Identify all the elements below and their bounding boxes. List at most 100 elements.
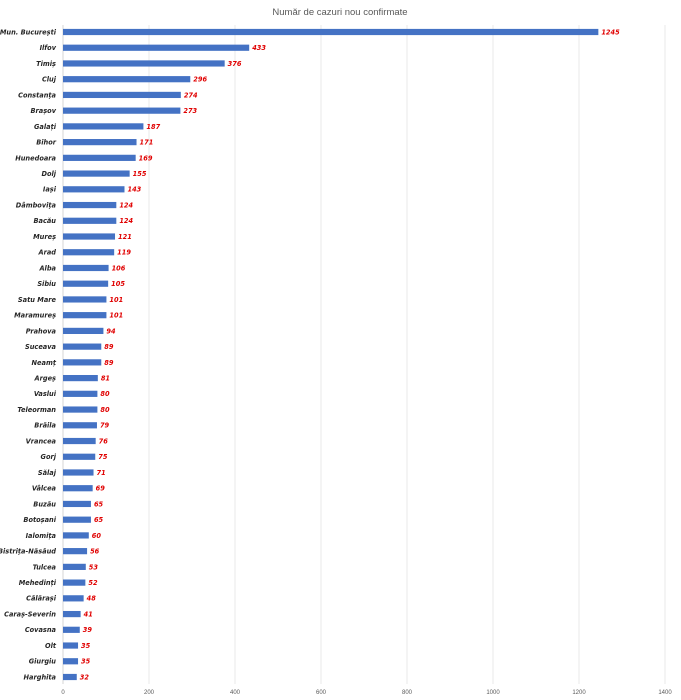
bar bbox=[63, 107, 181, 114]
bar bbox=[63, 44, 250, 51]
x-tick-label: 1200 bbox=[572, 690, 586, 696]
data-label: 56 bbox=[90, 548, 100, 556]
bar bbox=[63, 91, 181, 99]
x-tick-label: 200 bbox=[144, 690, 155, 696]
category-label: Mureș bbox=[33, 233, 56, 241]
data-label: 171 bbox=[140, 139, 154, 147]
data-label: 273 bbox=[183, 107, 197, 115]
bar bbox=[63, 280, 109, 287]
data-label: 60 bbox=[92, 532, 102, 540]
bar bbox=[63, 327, 104, 335]
category-label: Galați bbox=[34, 123, 57, 132]
data-label: 124 bbox=[119, 217, 133, 225]
category-label: Ilfov bbox=[40, 44, 57, 52]
bar bbox=[63, 123, 144, 130]
category-label: Bacău bbox=[33, 217, 56, 225]
bar bbox=[63, 217, 117, 224]
x-tick-label: 600 bbox=[316, 690, 327, 696]
bar bbox=[63, 186, 125, 193]
category-label: Prahova bbox=[26, 327, 57, 335]
data-label: 35 bbox=[81, 642, 91, 650]
category-labels: Mun. București Ilfov Timiș Cluj Constanța Bra… bbox=[0, 28, 57, 681]
x-tick-label: 800 bbox=[402, 690, 413, 696]
category-label: Botoșani bbox=[23, 516, 56, 524]
category-label: Hunedoara bbox=[15, 154, 56, 162]
data-label: 81 bbox=[101, 374, 110, 382]
data-label: 52 bbox=[88, 579, 98, 587]
data-label: 187 bbox=[146, 123, 160, 131]
data-label: 1245 bbox=[601, 28, 620, 36]
category-label: Arad bbox=[37, 249, 56, 257]
bar bbox=[63, 296, 107, 303]
bar bbox=[63, 312, 107, 319]
bar bbox=[63, 453, 96, 460]
category-label: Suceava bbox=[25, 343, 57, 351]
data-label: 101 bbox=[109, 312, 123, 320]
bar bbox=[63, 249, 115, 256]
category-label: Gorj bbox=[41, 453, 57, 461]
category-label: Brăila bbox=[34, 422, 56, 430]
category-label: Neamț bbox=[32, 359, 57, 368]
data-label: 101 bbox=[109, 296, 123, 304]
category-label: Sibiu bbox=[37, 280, 56, 288]
category-label: Iași bbox=[43, 186, 57, 194]
data-label: 75 bbox=[98, 453, 108, 461]
category-label: Giurgiu bbox=[29, 658, 57, 666]
data-label: 124 bbox=[119, 201, 133, 209]
data-label: 65 bbox=[94, 516, 104, 524]
data-label: 106 bbox=[112, 264, 126, 272]
data-label: 94 bbox=[106, 327, 116, 335]
data-label: 35 bbox=[81, 658, 91, 666]
bar bbox=[63, 170, 130, 177]
data-label: 155 bbox=[133, 170, 147, 178]
category-label: Dolj bbox=[41, 170, 56, 178]
bar bbox=[63, 139, 137, 146]
bar bbox=[63, 422, 97, 429]
category-label: Buzău bbox=[33, 500, 56, 508]
bar bbox=[63, 469, 94, 476]
category-label: Covasna bbox=[25, 626, 57, 634]
bar bbox=[63, 60, 225, 67]
category-label: Sălaj bbox=[38, 469, 57, 477]
bar bbox=[63, 76, 191, 83]
data-label: 169 bbox=[139, 154, 153, 162]
data-label: 53 bbox=[89, 563, 99, 571]
category-label: Călărași bbox=[26, 595, 57, 603]
category-label: Argeș bbox=[34, 374, 57, 382]
category-label: Bihor bbox=[36, 139, 57, 147]
bar bbox=[63, 343, 102, 350]
bar bbox=[63, 532, 89, 539]
x-tick-label: 400 bbox=[230, 690, 241, 696]
category-label: Mehedinți bbox=[19, 579, 57, 588]
bar bbox=[63, 548, 88, 555]
category-label: Vaslui bbox=[34, 390, 57, 398]
category-label: Mun. București bbox=[0, 28, 57, 36]
bar bbox=[63, 374, 98, 382]
category-label: Vrancea bbox=[26, 437, 57, 445]
category-label: Alba bbox=[38, 264, 56, 272]
data-label: 105 bbox=[111, 280, 125, 288]
data-label: 69 bbox=[96, 485, 106, 493]
bar bbox=[63, 390, 98, 397]
bar bbox=[63, 485, 93, 492]
category-label: Dâmbovița bbox=[16, 201, 57, 210]
category-label: Tulcea bbox=[33, 563, 57, 571]
gridlines bbox=[62, 25, 666, 684]
category-label: Satu Mare bbox=[18, 296, 57, 304]
data-label: 41 bbox=[84, 610, 93, 618]
chart-title: Număr de cazuri nou confirmate bbox=[272, 7, 407, 18]
bar bbox=[63, 610, 81, 618]
value-labels: 1245 433 376 296 274 273 187 171 169 155 143 124 124… bbox=[80, 28, 620, 681]
data-label: 79 bbox=[100, 422, 110, 430]
data-label: 119 bbox=[117, 249, 131, 257]
category-label: Brașov bbox=[31, 107, 57, 115]
bar bbox=[63, 658, 79, 665]
data-label: 48 bbox=[87, 595, 97, 603]
bar bbox=[63, 28, 599, 36]
category-label: Maramureș bbox=[14, 312, 56, 320]
bar bbox=[63, 437, 96, 445]
category-label: Bistrița-Năsăud bbox=[0, 548, 56, 557]
category-label: Teleorman bbox=[17, 406, 56, 414]
data-label: 65 bbox=[94, 500, 104, 508]
data-label: 80 bbox=[100, 406, 110, 414]
